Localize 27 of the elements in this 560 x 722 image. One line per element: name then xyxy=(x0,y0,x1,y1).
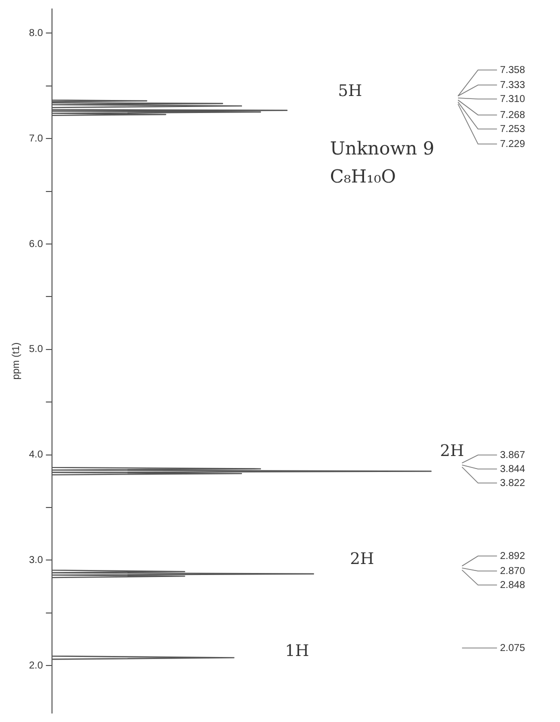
annotation: 5H xyxy=(338,81,362,100)
y-tick-label: 6.0 xyxy=(28,238,44,250)
annotation: Unknown 9 xyxy=(330,138,434,160)
text: 2.892 xyxy=(500,550,526,562)
text: 7.358 xyxy=(500,64,526,76)
y-axis-title: ppm (t1) xyxy=(10,342,22,380)
y-tick-label: 8.0 xyxy=(28,28,44,39)
text: 7.268 xyxy=(500,110,526,121)
y-tick-label: 7.0 xyxy=(28,133,44,144)
annotation: 2H xyxy=(350,549,374,568)
annotation: C₈H₁₀O xyxy=(330,166,396,188)
text: 3.822 xyxy=(500,478,526,489)
text: 3.844 xyxy=(500,464,526,475)
text: 7.310 xyxy=(500,94,526,105)
text: 2.848 xyxy=(500,580,526,591)
text: 7.229 xyxy=(500,138,526,150)
text: 2H xyxy=(440,441,464,460)
text: 2.075 xyxy=(500,642,526,654)
y-tick-label: 4.0 xyxy=(28,450,44,461)
text: 7.253 xyxy=(500,124,526,135)
y-tick-label: 5.0 xyxy=(28,344,44,356)
text: 7.333 xyxy=(500,80,526,91)
y-tick-label: 3.0 xyxy=(28,554,44,566)
text: 2.870 xyxy=(500,566,526,577)
y-tick-label: 2.0 xyxy=(28,660,44,672)
annotation: 1H xyxy=(285,641,310,660)
text: 3.867 xyxy=(500,450,526,461)
